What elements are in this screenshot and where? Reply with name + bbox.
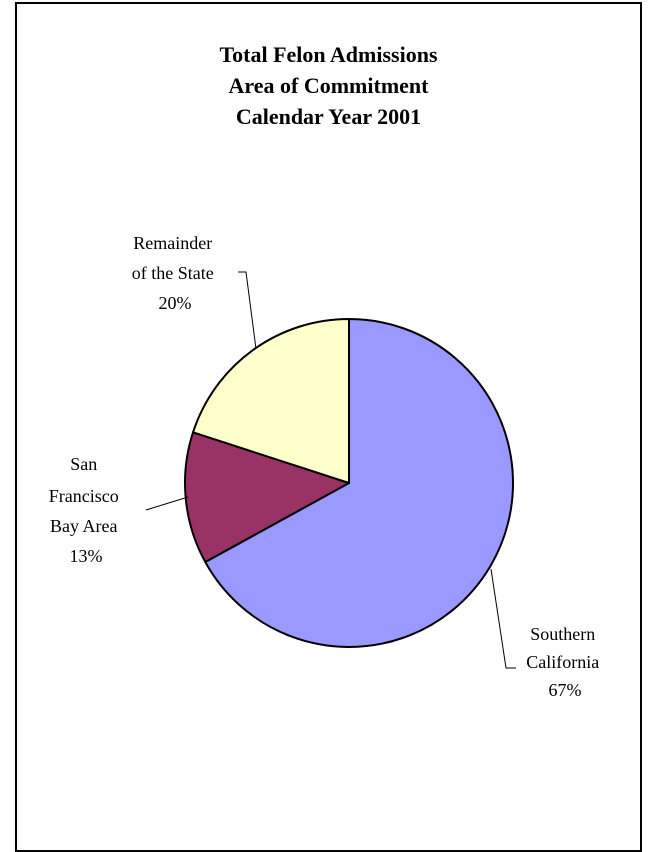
slice-label-southern-california: Southern California 67% xyxy=(526,624,603,700)
slice-label-san-francisco-bay-area: San Francisco Bay Area 13% xyxy=(49,454,123,566)
chart-frame: Total Felon Admissions Area of Commitmen… xyxy=(15,2,642,852)
slice-label-line: Remainder xyxy=(133,233,212,253)
leader-line-san-francisco-bay-area xyxy=(145,496,189,511)
chart-title-line-3: Calendar Year 2001 xyxy=(235,104,422,129)
slice-label-line: Southern xyxy=(530,624,595,644)
leader-line-southern-california xyxy=(490,568,516,669)
chart-title: Total Felon Admissions Area of Commitmen… xyxy=(17,39,640,132)
slice-label-line: Francisco xyxy=(49,486,119,506)
slice-percent-label: 13% xyxy=(70,546,103,566)
pie-slice-southern-california xyxy=(204,318,514,648)
slice-label-line: of the State xyxy=(132,263,214,283)
pie-slices xyxy=(184,318,514,648)
pie-slice-san-francisco-bay-area xyxy=(184,431,350,564)
leader-lines xyxy=(145,271,516,669)
chart-title-line-1: Total Felon Admissions xyxy=(219,42,438,67)
pie-slice-remainder-of-the-state xyxy=(192,318,350,484)
slice-label-line: San xyxy=(70,454,97,474)
slice-label-line: Bay Area xyxy=(50,516,117,536)
slice-label-remainder-of-the-state: Remainder of the State 20% xyxy=(132,233,218,313)
slice-percent-label: 20% xyxy=(159,293,192,313)
chart-title-line-2: Area of Commitment xyxy=(228,73,429,98)
slice-label-line: California xyxy=(526,652,599,672)
slice-labels: Southern California 67% San Francisco Ba… xyxy=(49,233,603,700)
slice-percent-label: 67% xyxy=(549,680,582,700)
leader-line-remainder-of-the-state xyxy=(238,271,257,350)
